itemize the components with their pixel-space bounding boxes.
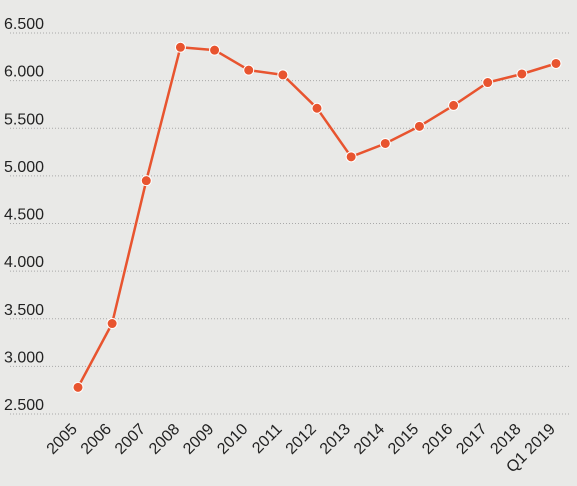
y-tick-label: 5.500 (4, 111, 44, 128)
data-point (72, 381, 84, 393)
x-tick-label: 2007 (112, 421, 149, 458)
y-tick-label: 4.000 (4, 254, 44, 271)
x-tick-label: 2005 (44, 421, 81, 458)
x-tick-label: 2014 (351, 421, 388, 458)
y-tick-label: 4.500 (4, 207, 44, 224)
x-tick-label: 2017 (453, 421, 490, 458)
y-tick-label: 6.500 (4, 16, 44, 33)
data-point (516, 68, 528, 80)
x-tick-label: 2008 (146, 421, 183, 458)
data-point (379, 137, 391, 149)
series-layer (72, 41, 562, 393)
series-line (76, 46, 557, 388)
x-tick-label: 2012 (283, 421, 320, 458)
y-tick-label: 5.000 (4, 159, 44, 176)
x-tick-label: 2009 (180, 421, 217, 458)
x-axis-ticks: 2005200620072008200920102011201220132014… (44, 421, 559, 477)
data-point (106, 318, 118, 330)
y-tick-label: 3.500 (4, 302, 44, 319)
y-axis-ticks: 2.500 3.000 3.500 4.000 4.500 5.000 5.500 6.000… (4, 16, 44, 414)
y-tick-label: 6.000 (4, 64, 44, 81)
data-point (345, 151, 357, 163)
data-point (209, 44, 221, 56)
data-point (550, 57, 562, 69)
x-tick-label: 2015 (385, 421, 422, 458)
data-point (243, 64, 255, 76)
data-point (413, 120, 425, 132)
y-tick-label: 2.500 (4, 397, 44, 414)
x-tick-label: 2011 (249, 421, 285, 457)
data-point (277, 69, 289, 81)
x-tick-label: 2006 (78, 421, 115, 458)
x-tick-label: 2013 (317, 421, 354, 458)
data-point (482, 77, 494, 89)
data-point (140, 175, 152, 187)
x-tick-label: 2010 (214, 421, 251, 458)
data-point (174, 41, 186, 53)
data-point (448, 99, 460, 111)
y-tick-label: 3.000 (4, 349, 44, 366)
data-point (311, 102, 323, 114)
x-tick-label: 2016 (419, 421, 456, 458)
